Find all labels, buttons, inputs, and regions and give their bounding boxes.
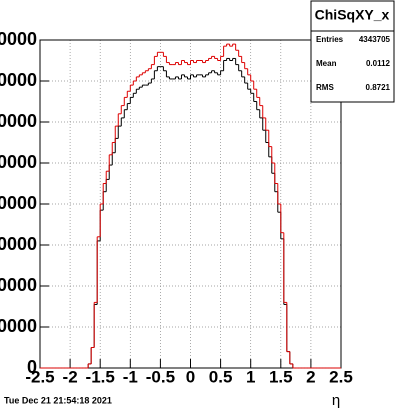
- y-tick-label: 20000: [0, 275, 37, 295]
- x-tick-label: 1.5: [269, 367, 293, 386]
- stats-value: 0.8721: [366, 83, 391, 92]
- y-tick-label: 50000: [0, 152, 37, 172]
- footer: Tue Dec 21 21:54:18 2021: [4, 395, 112, 405]
- stats-frame: [310, 0, 395, 103]
- y-tick-label: 10000: [0, 316, 37, 336]
- stats-title: ChiSqXY_x: [315, 7, 390, 23]
- y-tick-label: 30000: [0, 234, 37, 254]
- x-tick-label: 2: [306, 367, 315, 386]
- x-tick-label: 1: [246, 367, 255, 386]
- x-tick-label: 0: [186, 367, 195, 386]
- y-tick-label: 80000: [0, 29, 37, 49]
- stats-label: RMS: [316, 83, 334, 92]
- y-tick-label: 60000: [0, 111, 37, 131]
- x-tick-label: -2: [63, 367, 78, 386]
- stats-label: Mean: [316, 59, 337, 68]
- y-tick-label: 40000: [0, 193, 37, 213]
- x-tick-label: -2.5: [25, 367, 54, 386]
- y-tick-label: 0: [27, 357, 37, 377]
- stats-label: Entries: [316, 35, 344, 44]
- y-tick-label: 70000: [0, 70, 37, 90]
- x-tick-label: -1: [123, 367, 138, 386]
- stats-value: 0.0112: [366, 59, 391, 68]
- x-tick-label: 2.5: [329, 367, 353, 386]
- stats-box: ChiSqXY_x Entries 4343705 Mean 0.0112 RMS 0.8…: [310, 0, 395, 103]
- x-tick-label: 0.5: [209, 367, 233, 386]
- x-tick-label: -0.5: [146, 367, 175, 386]
- x-axis-label: η: [332, 392, 340, 409]
- x-tick-label: -1.5: [86, 367, 115, 386]
- stats-value: 4343705: [359, 35, 391, 44]
